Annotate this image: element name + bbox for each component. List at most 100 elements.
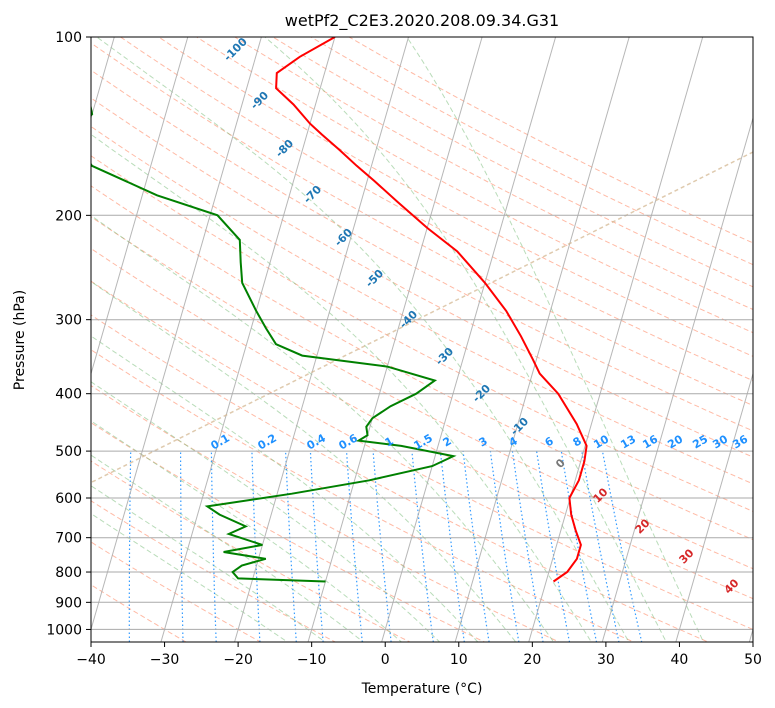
mixing-ratio-label: 30 (710, 432, 730, 451)
isotherm-line (91, 37, 189, 376)
moist-adiabat (91, 420, 403, 642)
isotherm-line (234, 37, 410, 642)
dry-adiabat (91, 349, 635, 642)
dry-adiabat (91, 584, 188, 642)
isotherm-label: 20 (633, 516, 653, 536)
mixing-ratio-line (210, 451, 217, 642)
moist-adiabat (91, 454, 365, 642)
moist-adiabat (91, 214, 555, 642)
x-tick-label: −30 (150, 652, 180, 668)
isotherm-line (160, 37, 336, 642)
mixing-ratio-label: 1 (383, 434, 396, 449)
mixing-ratio-line (411, 451, 434, 642)
y-tick-label: 1000 (46, 622, 82, 638)
mixing-ratio-label: 2 (441, 434, 454, 449)
mixing-ratio-line (581, 450, 620, 642)
moist-adiabat-label: -70 (301, 183, 324, 206)
moist-adiabat (95, 37, 630, 642)
x-axis-label: Temperature (°C) (361, 681, 483, 697)
mixing-ratio-label: 20 (665, 432, 685, 451)
mixing-ratio-label: 25 (690, 433, 710, 452)
isotherm-label: 0 (553, 456, 568, 471)
y-tick-label: 300 (55, 313, 82, 329)
y-tick-label: 100 (55, 30, 82, 46)
isotherm-line (381, 37, 557, 642)
mixing-ratio-line (511, 451, 544, 642)
dry-adiabat (91, 247, 753, 600)
moist-adiabat (91, 280, 517, 642)
isotherm-label: 10 (591, 485, 611, 505)
moist-adiabat (91, 513, 289, 642)
isotherm-line (748, 627, 753, 642)
moist-adiabat-label: -50 (363, 267, 386, 290)
isotherm-line (454, 37, 630, 642)
dry-adiabat (91, 500, 337, 642)
reference-curve (91, 151, 753, 484)
mixing-ratio-line (489, 451, 520, 642)
mixing-ratio-label: 0.2 (256, 431, 279, 452)
x-tick-label: −40 (76, 652, 106, 668)
mixing-ratio-label: 6 (543, 434, 556, 449)
mixing-ratio-label: 3 (477, 434, 490, 449)
moist-adiabat (264, 37, 667, 642)
mixing-ratio-line (372, 451, 392, 642)
mixing-ratio-line (462, 451, 490, 642)
mixing-ratio-line (439, 451, 465, 642)
moist-adiabat (91, 381, 441, 642)
moist-adiabat-label: -100 (221, 35, 250, 64)
x-tick-label: 30 (597, 652, 615, 668)
isotherm-label: 40 (722, 576, 742, 596)
dry-adiabat (271, 37, 753, 288)
x-tick-label: −20 (223, 652, 253, 668)
dry-adiabat (91, 460, 411, 642)
dry-adiabat (91, 42, 753, 407)
plot-frame (90, 36, 754, 643)
isotherm-line (601, 116, 753, 642)
y-tick-label: 200 (55, 208, 82, 224)
x-tick-label: −10 (297, 652, 327, 668)
moist-adiabat (91, 335, 479, 642)
mixing-ratio-label: 0.4 (305, 431, 329, 452)
chart-title: wetPf2_C2E3.2020.208.09.34.G31 (285, 11, 559, 31)
isotherm-line (528, 37, 704, 642)
isotherm-line (675, 371, 753, 642)
isotherm-label: 30 (677, 546, 697, 566)
dewpoint-line (91, 103, 457, 583)
y-tick-label: 600 (55, 491, 82, 507)
moist-adiabat-label: -80 (273, 137, 296, 160)
mixing-ratio-line (128, 451, 132, 642)
y-tick-label: 700 (55, 531, 82, 547)
dry-adiabat (119, 37, 753, 382)
mixing-ratio-line (251, 451, 261, 642)
dry-adiabat (195, 37, 753, 334)
mixing-ratio-label: 13 (618, 433, 638, 452)
moist-adiabat-label: -60 (332, 226, 355, 249)
dry-adiabat (91, 216, 753, 570)
dry-adiabat (91, 314, 710, 642)
mixing-ratio-line (309, 451, 324, 642)
dry-adiabat (233, 37, 753, 311)
moist-adiabat-label: -90 (248, 89, 271, 112)
y-axis-label: Pressure (hPa) (12, 290, 28, 390)
isotherm-line (91, 37, 262, 632)
moist-adiabat (91, 485, 327, 642)
temperature-line (275, 37, 588, 583)
moist-adiabat-label: -30 (433, 345, 456, 368)
dry-adiabat (91, 97, 753, 458)
y-tick-label: 900 (55, 595, 82, 611)
dry-adiabat (91, 280, 753, 630)
y-tick-label: 400 (55, 387, 82, 403)
y-tick-label: 800 (55, 565, 82, 581)
isotherm-line (307, 37, 483, 642)
mixing-ratio-label: 0.6 (337, 431, 361, 452)
x-tick-label: 50 (744, 652, 762, 668)
y-tick-label: 500 (55, 444, 82, 460)
x-tick-label: 10 (450, 652, 468, 668)
moist-adiabat (91, 133, 592, 642)
dry-adiabat (91, 541, 262, 642)
dry-adiabat (91, 125, 753, 485)
dry-adiabat (91, 155, 753, 512)
dry-adiabat (91, 185, 753, 541)
x-tick-label: 40 (671, 652, 689, 668)
